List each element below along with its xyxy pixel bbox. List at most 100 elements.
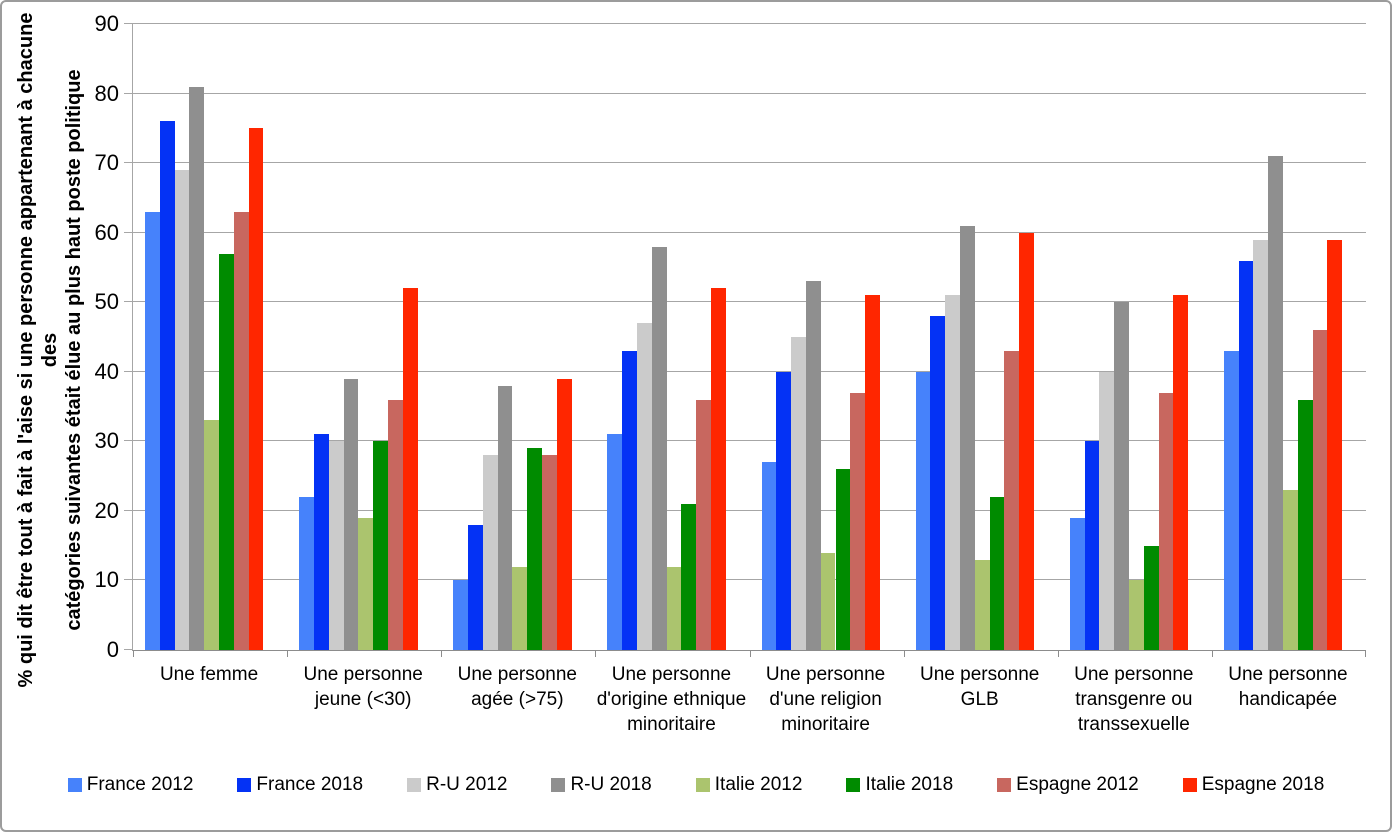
y-tick-label-30: 30	[94, 428, 119, 454]
legend-swatch-icon	[407, 778, 422, 792]
bar-france-2018-cat2	[313, 434, 329, 650]
legend-label: Espagne 2018	[1201, 774, 1325, 795]
legend-label: Espagne 2012	[1016, 774, 1139, 795]
legend-swatch-icon	[67, 778, 82, 792]
legend-item-r-u-2012: R-U 2012	[407, 774, 507, 796]
y-tick-mark-0	[124, 649, 133, 650]
bar-r-u-2012-cat3	[482, 455, 498, 650]
y-tick-mark-20	[124, 509, 133, 511]
gridline-y-50	[133, 301, 1366, 303]
bar-italie-2018-cat4	[681, 503, 697, 650]
legend-label: France 2012	[86, 774, 194, 795]
bar-italie-2012-cat2	[358, 517, 374, 650]
x-tick-mark-8	[1365, 650, 1366, 657]
bar-r-u-2018-cat3	[497, 385, 513, 650]
bar-r-u-2012-cat2	[328, 441, 344, 650]
y-tick-label-50: 50	[94, 289, 119, 315]
bar-italie-2012-cat6	[974, 559, 990, 650]
bar-italie-2012-cat4	[666, 566, 682, 650]
y-tick-mark-80	[124, 92, 133, 94]
legend: France 2012 France 2018 R-U 2012 R-U 2018 It…	[2, 774, 1390, 796]
legend-item-france-2012: France 2012	[67, 774, 194, 796]
legend-item-espagne-2018: Espagne 2018	[1182, 774, 1325, 796]
x-tick-mark-3	[595, 650, 597, 657]
gridline-y-20	[133, 509, 1366, 511]
legend-swatch-icon	[1182, 778, 1197, 792]
x-tick-mark-5	[903, 650, 905, 657]
gridline-y-60	[133, 231, 1366, 233]
bar-r-u-2018-cat6	[960, 225, 975, 650]
y-tick-label-40: 40	[94, 358, 119, 384]
bar-france-2018-cat3	[468, 524, 483, 650]
gridline-y-70	[133, 162, 1366, 164]
legend-swatch-icon	[551, 778, 566, 792]
category-label-3: Une personne agée (>75)	[457, 664, 577, 711]
y-tick-mark-90	[124, 23, 133, 24]
legend-label: Italie 2012	[714, 774, 803, 795]
bar-france-2018-cat8	[1238, 260, 1254, 650]
bar-france-2012-cat8	[1223, 350, 1239, 650]
bar-italie-2018-cat6	[989, 496, 1005, 650]
bar-r-u-2018-cat2	[343, 378, 359, 650]
bar-espagne-2012-cat7	[1158, 392, 1174, 650]
bar-espagne-2018-cat6	[1019, 232, 1035, 650]
bar-italie-2012-cat7	[1128, 580, 1144, 650]
bar-france-2018-cat5	[776, 371, 792, 650]
legend-swatch-icon	[997, 778, 1012, 792]
gridline-y-30	[133, 440, 1366, 442]
y-tick-label-80: 80	[94, 80, 119, 106]
legend-swatch-icon	[695, 778, 710, 792]
bar-r-u-2018-cat7	[1114, 302, 1129, 650]
bar-espagne-2012-cat2	[387, 399, 403, 650]
bar-france-2012-cat6	[915, 371, 931, 650]
bar-r-u-2018-cat4	[651, 246, 667, 650]
x-tick-mark-1	[287, 650, 289, 657]
bar-france-2012-cat5	[761, 462, 777, 650]
bar-espagne-2012-cat4	[696, 399, 711, 650]
gridline-y-10	[133, 579, 1366, 581]
bar-r-u-2012-cat1	[174, 170, 190, 650]
x-tick-mark-0	[133, 650, 134, 657]
category-label-8: Une personne handicapée	[1228, 664, 1348, 711]
gridline-y-40	[133, 370, 1366, 372]
bar-espagne-2018-cat5	[865, 295, 880, 650]
bar-espagne-2018-cat8	[1327, 239, 1343, 650]
x-tick-mark-4	[749, 650, 751, 657]
legend-item-espagne-2012: Espagne 2012	[997, 774, 1139, 796]
bar-france-2012-cat4	[607, 434, 623, 650]
y-axis-title-line1: % qui dit être tout à fait à l'aise si u…	[15, 12, 61, 688]
bar-italie-2018-cat2	[373, 441, 388, 650]
gridline-y-90	[133, 23, 1366, 24]
y-tick-label-10: 10	[94, 567, 119, 593]
legend-label: France 2018	[256, 774, 364, 795]
bar-r-u-2012-cat4	[636, 323, 652, 650]
bar-r-u-2012-cat7	[1099, 371, 1115, 650]
y-tick-label-90: 90	[94, 11, 119, 36]
bar-italie-2018-cat5	[835, 469, 851, 650]
x-tick-mark-7	[1211, 650, 1213, 657]
category-label-1: Une femme	[159, 664, 259, 685]
legend-item-r-u-2018: R-U 2018	[551, 774, 652, 796]
y-tick-mark-70	[124, 162, 133, 164]
y-tick-mark-10	[124, 579, 133, 581]
y-tick-label-0: 0	[106, 637, 119, 662]
bar-espagne-2012-cat8	[1312, 330, 1328, 650]
category-label-5: Une personne d'une religion minoritaire	[765, 664, 886, 736]
bar-espagne-2012-cat1	[233, 211, 249, 650]
category-label-7: Une personne transgenre ou transsexuelle	[1074, 664, 1194, 736]
legend-swatch-icon	[237, 778, 252, 792]
plot-area	[124, 23, 1366, 657]
y-tick-mark-60	[124, 231, 133, 233]
bar-espagne-2018-cat4	[710, 288, 726, 650]
legend-label: R-U 2018	[570, 774, 652, 795]
bar-italie-2018-cat8	[1297, 399, 1313, 650]
bar-espagne-2012-cat5	[850, 392, 866, 650]
y-tick-label-70: 70	[94, 150, 119, 176]
category-label-4: Une personne d'origine ethnique minorita…	[596, 664, 747, 736]
x-tick-mark-6	[1057, 650, 1059, 657]
bar-italie-2012-cat5	[820, 552, 836, 650]
bar-espagne-2012-cat6	[1004, 350, 1020, 650]
y-tick-mark-30	[124, 440, 133, 442]
legend-label: Italie 2018	[865, 774, 954, 795]
category-label-2: Une personne jeune (<30)	[303, 664, 423, 711]
